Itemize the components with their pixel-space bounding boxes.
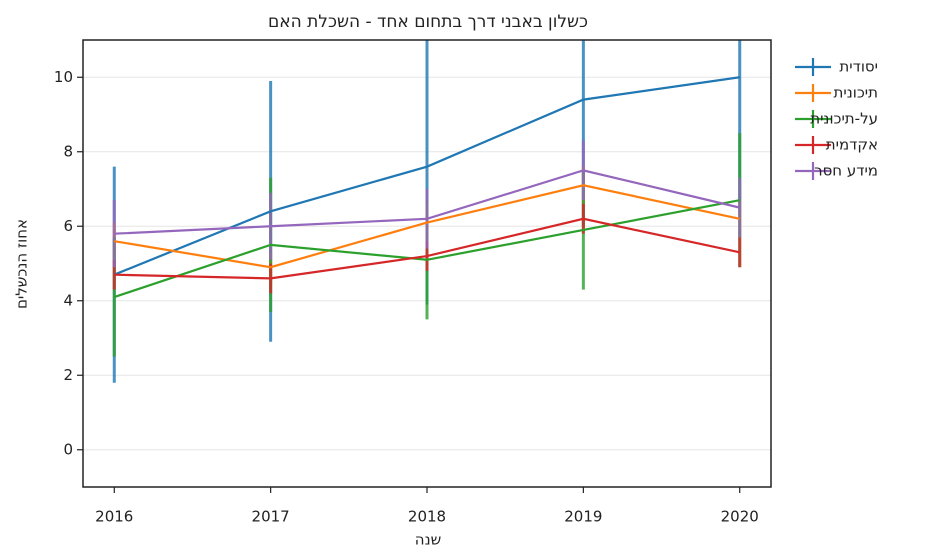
legend-label: יסודית [839,58,878,76]
y-tick-label: 10 [54,68,73,86]
legend-label: על-תיכונית [810,110,878,128]
y-axis-label: אחוז הנכשלים [13,219,31,309]
series-line [113,199,740,299]
chart-title: כשלון באבני דרך בתחום אחד - השכלת האם [268,12,588,32]
y-tick-label: 4 [63,291,73,309]
y-tick-label: 2 [63,366,73,384]
x-tick-label: 2017 [252,508,290,526]
y-tick-label: 0 [63,440,73,458]
series-line [114,169,740,235]
y-tick-label: 6 [63,217,73,235]
x-tick-label: 2019 [564,508,602,526]
x-tick-label: 2018 [408,508,446,526]
x-tick-label: 2020 [721,508,759,526]
x-axis-label: שנה [415,531,441,549]
plot-frame [82,39,772,488]
series-line [114,217,740,280]
series-line [114,184,740,269]
x-tick-label: 2016 [95,508,133,526]
legend-label: אקדמית [826,136,878,154]
legend-label: תיכונית [834,84,878,102]
y-tick-label: 8 [63,142,73,160]
legend-label: מידע חסר [814,162,878,180]
series-line [113,76,740,276]
